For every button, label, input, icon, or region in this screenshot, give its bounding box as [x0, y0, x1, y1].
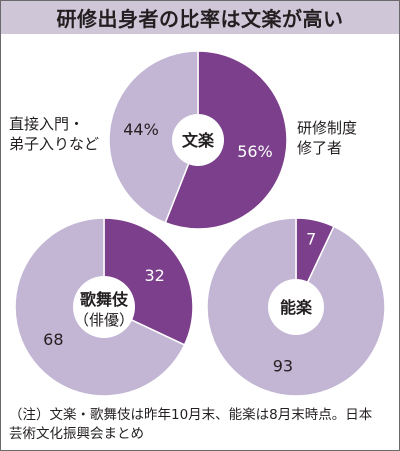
value-label-nogaku-0: 7 [306, 230, 316, 249]
center-circle-kabuki [73, 276, 135, 338]
value-label-nogaku-1: 93 [273, 357, 293, 376]
value-label-kabuki-0: 32 [144, 266, 164, 285]
value-label-bunraku-1: 44% [123, 120, 159, 139]
chart-title-text: 研修出身者の比率は文楽が高い [56, 7, 344, 31]
legend-left-line-2: 弟子入りなど [9, 135, 100, 153]
footnote-line-2: 芸術文化振興会まとめ [9, 426, 144, 442]
center-label-nogaku: 能楽 [280, 298, 313, 317]
center-sublabel-kabuki: （俳優） [74, 311, 134, 329]
value-label-kabuki-1: 68 [43, 330, 63, 349]
slice-direct-bunraku [108, 50, 199, 224]
legend-left-label: 直接入門・ 弟子入りなど [9, 114, 99, 154]
center-circle-nogaku [268, 279, 324, 335]
slice-training-bunraku [164, 50, 288, 230]
footnote-line-1: （注）文楽・歌舞伎は昨年10月末、能楽は8月末時点。日本 [9, 407, 373, 423]
legend-right-label: 研修制度 修了者 [297, 118, 357, 158]
center-circle-bunraku [172, 114, 224, 166]
pie-bunraku: 56% 44% 文楽 [108, 50, 288, 230]
chart-title: 研修出身者の比率は文楽が高い [1, 1, 399, 34]
pie-kabuki: 32 68 歌舞伎 （俳優） [14, 217, 194, 397]
center-label-bunraku: 文楽 [182, 131, 215, 150]
pie-nogaku: 7 93 能楽 [206, 217, 386, 397]
legend-right-line-1: 研修制度 [297, 119, 358, 137]
value-label-bunraku-0: 56% [237, 142, 273, 161]
legend-right-line-2: 修了者 [297, 139, 343, 157]
legend-left-line-1: 直接入門・ [9, 115, 85, 133]
center-label-kabuki: 歌舞伎 [80, 290, 129, 309]
footnote: （注）文楽・歌舞伎は昨年10月末、能楽は8月末時点。日本 芸術文化振興会まとめ [9, 406, 395, 444]
